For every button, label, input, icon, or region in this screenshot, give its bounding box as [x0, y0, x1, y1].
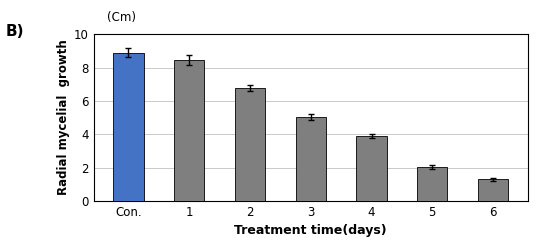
Bar — [174, 60, 205, 201]
Y-axis label: Radial mycelial  growth: Radial mycelial growth — [57, 40, 70, 196]
X-axis label: Treatment time(days): Treatment time(days) — [234, 224, 387, 237]
Bar — [113, 53, 144, 201]
Bar — [295, 117, 326, 201]
Bar — [356, 135, 387, 201]
Text: B): B) — [6, 24, 24, 39]
Bar — [235, 88, 265, 201]
Text: (Cm): (Cm) — [107, 11, 136, 24]
Bar — [478, 179, 508, 201]
Bar — [417, 167, 448, 201]
